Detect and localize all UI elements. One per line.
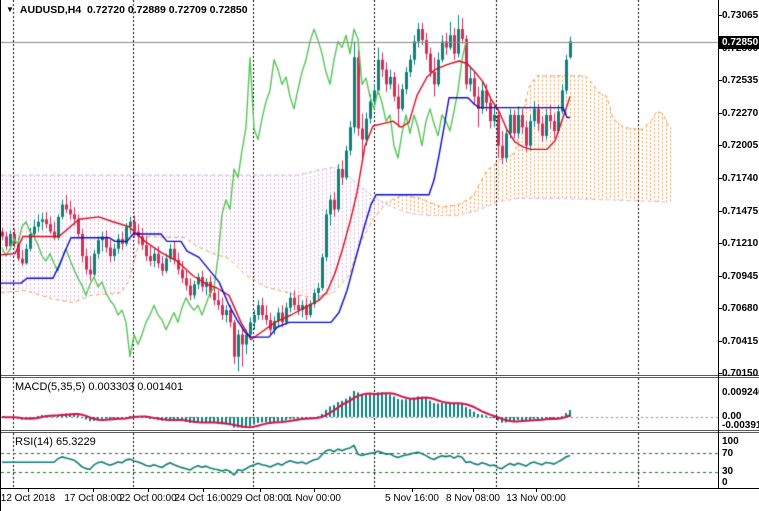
price-label: 0.71740 [722, 173, 759, 184]
price-label: 0.73065 [722, 10, 759, 21]
macd-axis-label: 0.00 [722, 411, 742, 422]
price-tick [718, 145, 722, 146]
time-tick [93, 488, 94, 492]
price-label: 0.72270 [722, 108, 759, 119]
price-tick [718, 276, 722, 277]
macd-axis-label: 0.009246 [722, 387, 759, 398]
time-label: 22 Oct 00:00 [119, 493, 177, 504]
price-tick [718, 15, 722, 16]
time-tick [314, 488, 315, 492]
time-label: 29 Oct 08:00 [231, 493, 289, 504]
price-label: 0.71475 [722, 206, 759, 217]
time-label: 12 Oct 2018 [0, 493, 56, 504]
time-tick [28, 488, 29, 492]
panel-separator[interactable] [1, 430, 759, 431]
time-tick [412, 488, 413, 492]
main-chart-canvas[interactable] [1, 0, 719, 376]
price-tick [718, 373, 722, 374]
symbol-dropdown-icon[interactable]: ▼ [6, 5, 14, 14]
price-tick [718, 211, 722, 212]
price-label: 0.72535 [722, 75, 759, 86]
macd-axis-label: -0.003916 [722, 420, 759, 431]
time-tick [473, 488, 474, 492]
rsi-axis-label: 30 [722, 466, 734, 477]
time-axis-line [1, 488, 759, 489]
price-label: 0.70415 [722, 336, 759, 347]
price-tick [718, 243, 722, 244]
price-axis-line[interactable] [718, 0, 719, 488]
price-tick [718, 80, 722, 81]
time-tick [260, 488, 261, 492]
macd-panel-canvas[interactable] [1, 378, 719, 430]
time-label: 24 Oct 16:00 [174, 493, 232, 504]
macd-indicator-label: MACD(5,35,5) 0.003303 0.001401 [15, 381, 184, 393]
time-label: 5 Nov 16:00 [385, 493, 439, 504]
time-label: 1 Nov 00:00 [287, 493, 341, 504]
time-tick [148, 488, 149, 492]
chart-title-ohlc: 0.72720 0.72889 0.72709 0.72850 [87, 4, 248, 16]
current-price-tag: 0.72850 [719, 36, 759, 49]
price-tick [718, 113, 722, 114]
price-label: 0.70680 [722, 303, 759, 314]
panel-separator[interactable] [1, 375, 759, 376]
chart-title: ▼ AUDUSD,H4 0.72720 0.72889 0.72709 0.728… [6, 4, 248, 16]
price-label: 0.70945 [722, 271, 759, 282]
price-tick [718, 308, 722, 309]
rsi-panel-canvas[interactable] [1, 433, 719, 488]
time-label: 13 Nov 00:00 [506, 493, 566, 504]
rsi-indicator-label: RSI(14) 65.3229 [15, 436, 96, 448]
price-label: 0.72005 [722, 140, 759, 151]
panel-separator[interactable] [1, 432, 759, 433]
rsi-axis-label: 100 [722, 436, 739, 447]
price-label: 0.71210 [722, 238, 759, 249]
time-tick [536, 488, 537, 492]
price-tick [718, 178, 722, 179]
price-tick [718, 341, 722, 342]
time-label: 8 Nov 08:00 [446, 493, 500, 504]
time-tick [203, 488, 204, 492]
rsi-axis-label: 0 [722, 477, 728, 488]
price-label: 0.70150 [722, 368, 759, 379]
chart-title-symbol: AUDUSD,H4 [19, 4, 82, 16]
panel-separator[interactable] [1, 377, 759, 378]
rsi-axis-label: 70 [722, 448, 734, 459]
time-label: 17 Oct 08:00 [64, 493, 122, 504]
